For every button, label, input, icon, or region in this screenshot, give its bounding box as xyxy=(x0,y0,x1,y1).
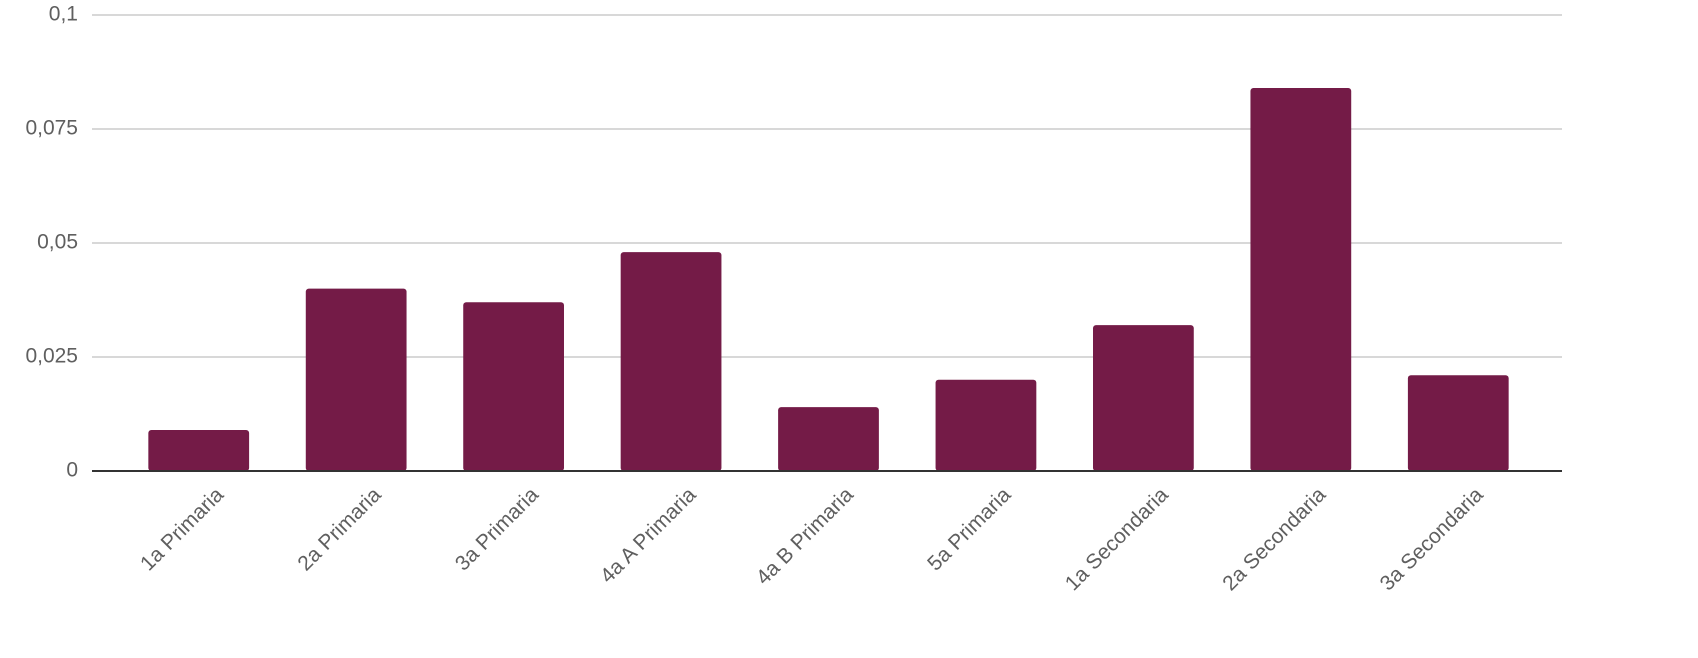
x-tick-label: 3a Primaria xyxy=(451,483,543,575)
x-tick-label: 1a Primaria xyxy=(136,483,228,575)
y-tick-label: 0,1 xyxy=(49,3,78,26)
x-tick-label: 4a A Primaria xyxy=(596,483,701,588)
bar xyxy=(1250,87,1352,472)
bar xyxy=(1407,375,1509,471)
x-tick-label: 3a Secondaria xyxy=(1376,483,1488,595)
x-tick-label: 2a Secondaria xyxy=(1218,483,1330,595)
x-tick-label: 2a Primaria xyxy=(293,483,385,575)
bar xyxy=(463,302,564,471)
bar xyxy=(778,407,879,471)
x-tick-label: 4a B Primaria xyxy=(752,483,858,589)
x-tick-label: 1a Secondaria xyxy=(1061,483,1173,595)
y-tick-label: 0 xyxy=(66,459,78,482)
y-tick-label: 0,05 xyxy=(37,231,78,254)
x-tick-label: 5a Primaria xyxy=(923,483,1015,575)
y-tick-label: 0,025 xyxy=(25,345,78,368)
bar xyxy=(148,429,250,471)
bar xyxy=(305,288,407,471)
bar xyxy=(1093,325,1194,471)
bar xyxy=(620,252,722,471)
y-tick-label: 0,075 xyxy=(25,117,78,140)
bar xyxy=(935,379,1037,471)
